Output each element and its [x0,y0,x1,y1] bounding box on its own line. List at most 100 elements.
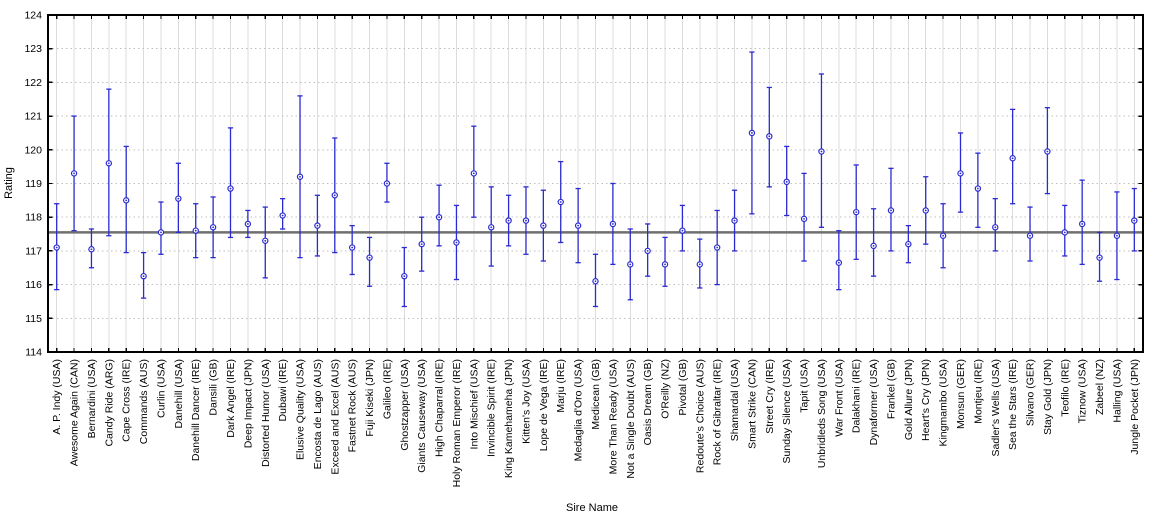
x-tick-label: Elusive Quality (USA) [295,359,307,460]
error-bar-point [1131,187,1138,252]
rating-marker-dot [490,226,493,229]
error-bar-point [192,203,199,259]
rating-marker-dot [403,275,406,278]
rating-marker-dot [820,150,823,153]
x-tick-label: Oasis Dream (GB) [642,359,654,445]
x-tick-label: Silvano (GER) [1025,359,1037,426]
error-bar-point [592,253,599,308]
rating-marker-dot [872,244,875,247]
x-tick-label: Holy Roman Emperor (IRE) [451,359,463,487]
rating-marker-dot [1098,256,1101,259]
rating-marker-dot [386,182,388,185]
x-tick-label: Invincible Spirit (IRE) [486,359,498,457]
x-tick-label: Kingmambo (USA) [938,359,950,447]
x-tick-label: Candy Ride (ARG) [103,359,115,447]
rating-marker-dot [229,187,232,190]
rating-marker-dot [246,223,249,225]
rating-marker-dot [785,180,788,183]
x-tick-label: Teofilo (IRE) [1059,359,1071,417]
x-tick-label: Sea the Stars (IRE) [1007,359,1019,450]
x-tick-label: Galileo (IRE) [381,359,393,419]
rating-marker-dot [594,280,597,283]
rating-marker-dot [681,229,684,232]
rating-marker-dot [281,214,284,217]
rating-marker-dot [994,226,997,229]
rating-marker-dot [1046,150,1049,153]
error-bar-point [540,189,547,262]
error-bar-point [435,184,443,247]
x-tick-label: Smart Strike (CAN) [746,359,758,449]
x-tick-label: Dark Angel (IRE) [225,359,237,438]
rating-marker-dot [837,261,840,264]
rating-marker-dot [559,201,562,203]
error-bar-point [366,236,373,287]
x-tick-label: Frankel (GB) [885,359,897,419]
x-tick-label: Halling (USA) [1111,359,1123,423]
x-tick-label: O'Reilly (NZ) [660,359,672,419]
error-bar-point [470,125,478,218]
error-bar-point [505,194,512,247]
x-tick-label: Sunday Silence (USA) [781,359,793,463]
x-tick-label: Rock of Gibraltar (IRE) [712,359,724,465]
error-bar-point [1044,107,1051,195]
rating-marker-dot [942,234,945,237]
error-bar-point [262,206,269,279]
rating-marker-dot [907,243,910,246]
rating-marker-dot [629,263,632,266]
x-tick-label: Heart's Cry (JPN) [920,359,932,441]
error-bar-series [53,51,1138,308]
error-bar-point [1078,179,1086,266]
x-tick-label: More Than Ready (USA) [607,359,619,474]
rating-marker-dot [716,246,719,249]
error-bar-point [1113,191,1121,281]
error-bar-point [140,251,147,299]
x-tick-label: Sadler's Wells (USA) [990,359,1002,457]
error-bar-point [922,176,929,245]
x-tick-label: Commands (AUS) [138,359,150,444]
error-bar-point [957,132,964,213]
error-bar-point [1009,108,1016,205]
error-bar-point [713,209,721,286]
error-bar-point [209,196,217,259]
rating-marker-dot [472,172,475,175]
error-bar-point [314,194,321,257]
rating-marker-dot [299,175,301,178]
rating-marker-dot [768,135,771,138]
error-bar-point [766,86,773,188]
error-bar-point [123,145,130,254]
error-bar-point [974,152,982,228]
x-tick-label: High Chaparral (IRE) [434,359,446,457]
x-axis-title: Sire Name [566,502,618,514]
rating-marker-dot [1081,223,1084,225]
rating-marker-dot [194,229,197,232]
x-tick-label: Pivotal (GB) [677,359,689,416]
error-bar-point [748,51,756,215]
error-bar-point [887,167,895,252]
error-bar-point [557,160,564,244]
rating-marker-dot [924,209,927,212]
error-bar-point [105,88,113,237]
y-tick-label: 121 [24,111,42,123]
error-bar-point [348,224,356,276]
rating-marker-dot [1116,234,1118,237]
x-tick-label: Fastnet Rock (AUS) [347,359,359,452]
x-tick-label: Medaglia d'Oro (USA) [573,359,585,461]
error-bar-point [522,186,530,255]
x-tick-label: Gold Allure (JPN) [903,359,915,440]
rating-marker-dot [1029,234,1031,237]
rating-marker-dot [420,243,423,246]
rating-marker-dot [455,241,458,244]
x-tick-label: Into Mischief (USA) [468,359,480,449]
rating-marker-dot [733,219,736,222]
x-tick-label: Medicean (GB) [590,359,602,430]
plot-frame-and-ticks [47,14,1144,353]
error-bar-point [53,203,60,291]
x-tick-label: Fuji Kiseki (JPN) [364,359,376,437]
rating-marker-dot [212,226,215,229]
x-tick-label: Dalakhani (IRE) [851,359,863,433]
error-bar-point [818,73,825,228]
error-bar-point [696,238,703,289]
error-bar-point [279,198,286,230]
rating-marker-dot [107,162,110,165]
x-tick-label: Redoute's Choice (AUS) [694,359,706,473]
